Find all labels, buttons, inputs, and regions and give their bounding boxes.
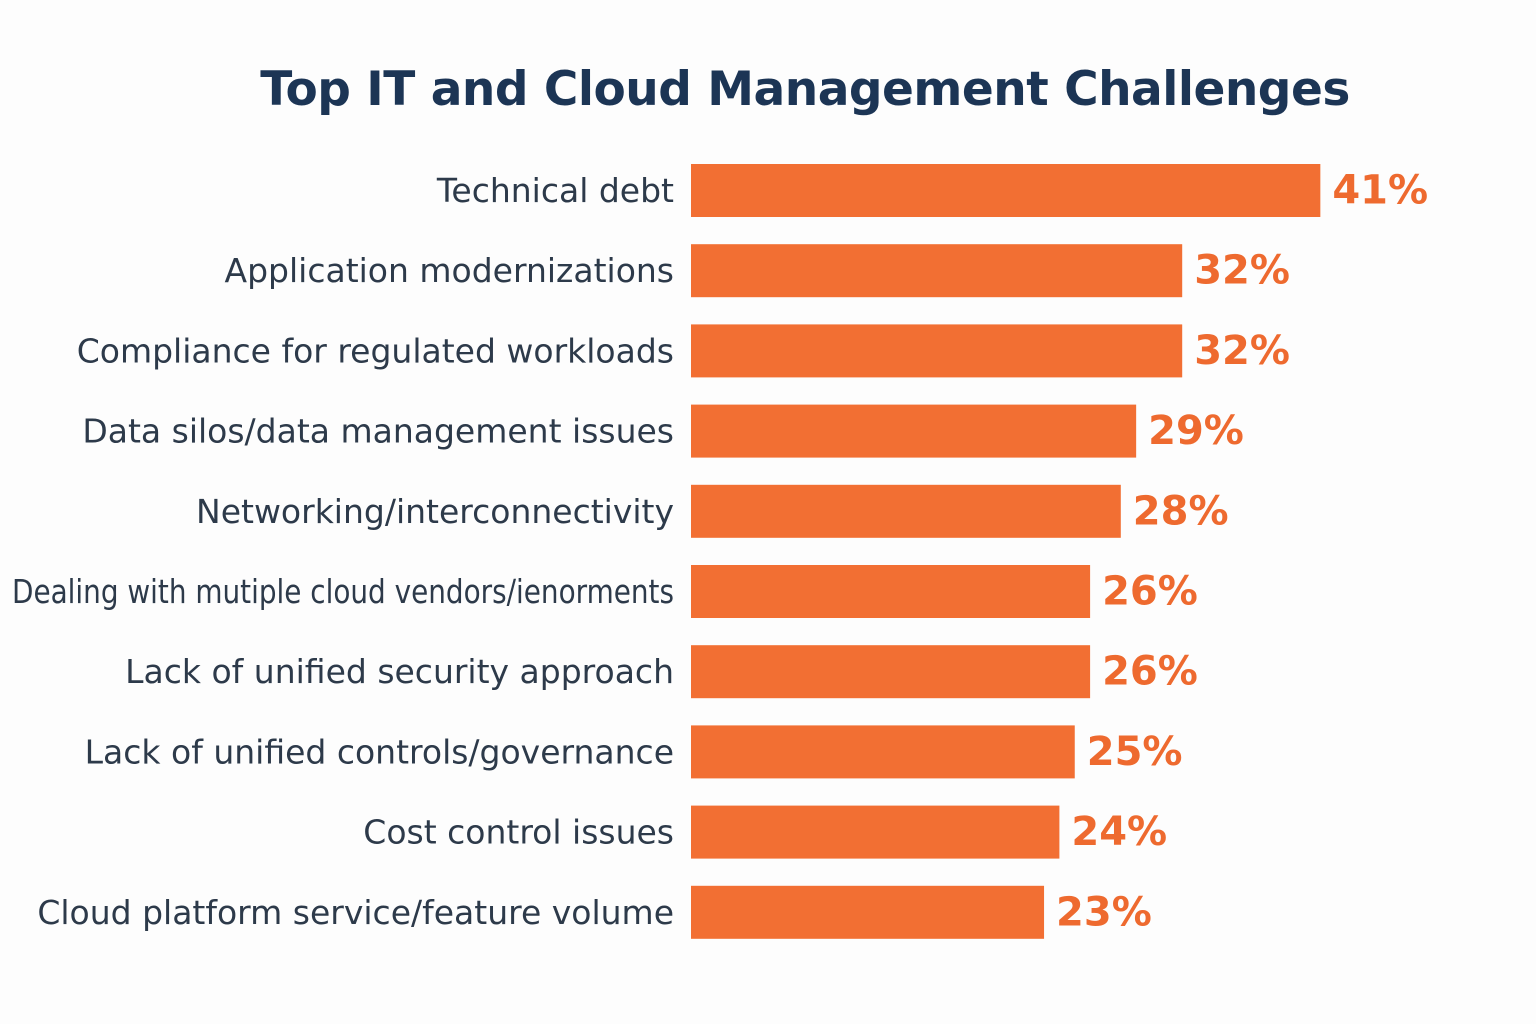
category-label: Application modernizations — [225, 251, 674, 290]
bar — [691, 645, 1091, 699]
value-label: 32% — [1194, 248, 1290, 294]
value-label: 29% — [1148, 408, 1244, 454]
category-label: Cost control issues — [363, 813, 674, 852]
value-label: 26% — [1102, 649, 1198, 695]
category-label: Compliance for regulated workloads — [77, 331, 674, 370]
bar — [691, 484, 1121, 538]
chart-title: Top IT and Cloud Management Challenges — [260, 62, 1350, 117]
bar — [691, 324, 1183, 378]
bar — [691, 805, 1060, 859]
category-label: Lack of unified controls/governance — [85, 732, 674, 771]
bar — [691, 565, 1091, 618]
bar — [691, 244, 1183, 298]
category-label: Technical debt — [436, 171, 674, 210]
value-label: 23% — [1056, 889, 1152, 935]
bar — [691, 885, 1045, 939]
category-label: Networking/interconnectivity — [196, 492, 674, 531]
bar — [691, 725, 1075, 779]
value-label: 28% — [1133, 488, 1229, 534]
category-label: Cloud platform service/feature volume — [37, 893, 674, 932]
bar — [691, 164, 1321, 217]
bar — [691, 404, 1137, 458]
category-label: Lack of unified security approach — [125, 652, 674, 691]
category-label: Dealing with mutiple cloud vendors/ienor… — [12, 572, 674, 611]
category-label: Data silos/data management issues — [82, 412, 674, 451]
value-label: 26% — [1102, 569, 1198, 615]
value-label: 41% — [1332, 168, 1428, 214]
value-label: 24% — [1071, 809, 1167, 855]
value-label: 32% — [1194, 328, 1290, 374]
value-label: 25% — [1087, 729, 1183, 775]
